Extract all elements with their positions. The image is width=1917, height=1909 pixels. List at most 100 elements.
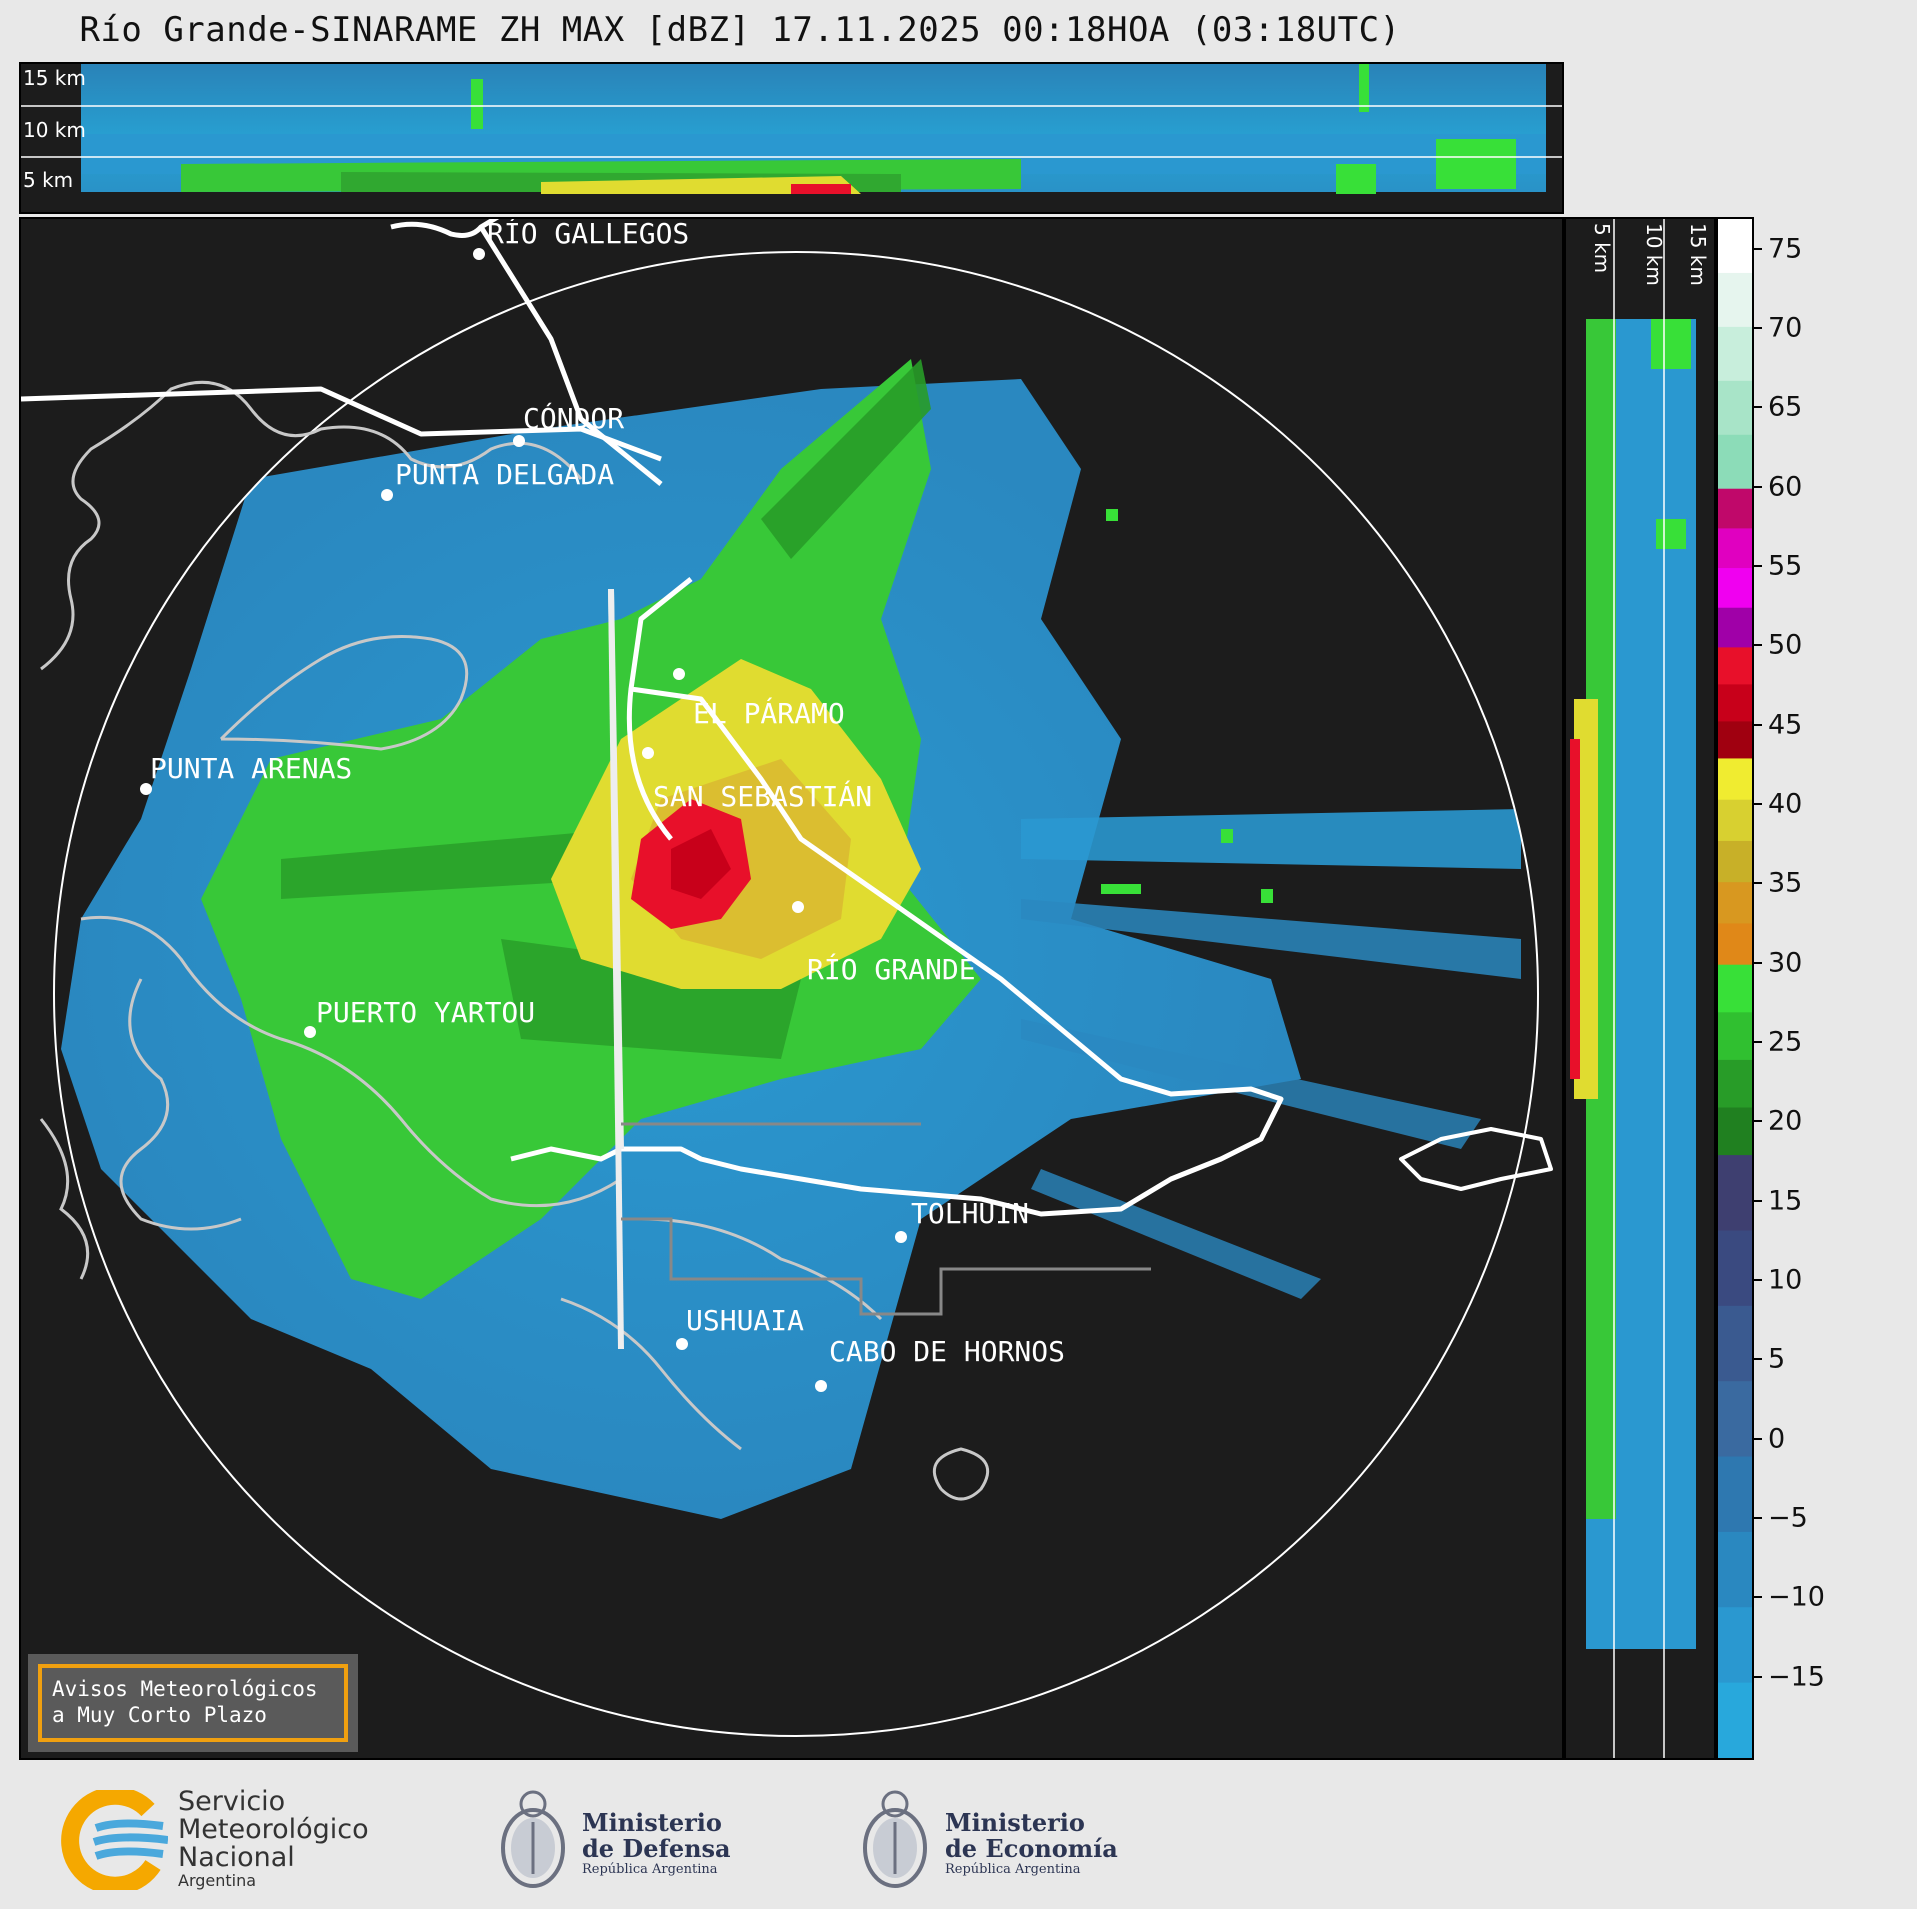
colorbar-tick-label: −15 [1768,1661,1825,1693]
side-cross-section-panel: 5 km 10 km 15 km [1564,217,1716,1760]
colorbar-tick-label: 55 [1768,550,1803,582]
colorbar-band [1718,1456,1752,1533]
economia-line-2: de Economía [945,1834,1118,1863]
label-cabo-de-hornos: CABO DE HORNOS [829,1335,1065,1368]
colorbar-band [1718,1607,1752,1684]
colorbar-band [1718,923,1752,966]
colorbar-band [1718,1682,1752,1758]
label-rio-grande: RÍO GRANDE [807,952,976,986]
coat-of-arms-icon [863,1790,927,1888]
colorbar-gradient [1718,219,1752,1758]
top-cross-section-panel: 15 km 10 km 5 km [19,62,1564,214]
colorbar-band [1718,380,1752,436]
economia-text: Ministerio de Economía República Argenti… [945,1810,1118,1878]
defensa-seal [494,1778,572,1898]
colorbar-band [1718,528,1752,569]
side-altitude-label-5km: 5 km [1590,223,1614,274]
smn-line-1: Servicio [178,1786,286,1817]
colorbar-tick [1754,882,1762,885]
colorbar-tick-label: 50 [1768,629,1803,661]
colorbar-tick-label: 65 [1768,391,1803,423]
economia-line-1: Ministerio [945,1808,1085,1837]
colorbar-tick-label: 75 [1768,233,1803,265]
colorbar-band [1718,758,1752,801]
colorbar-tick [1754,1358,1762,1361]
colorbar-tick-label: 25 [1768,1026,1803,1058]
smn-line-3: Nacional [178,1842,295,1873]
defensa-text: Ministerio de Defensa República Argentin… [582,1810,731,1878]
colorbar-band [1718,1230,1752,1307]
colorbar-band [1718,272,1752,328]
smn-text: Servicio Meteorológico Nacional Argentin… [178,1788,369,1890]
colorbar-band [1718,219,1752,274]
colorbar-tick [1754,327,1762,330]
side-altitude-label-10km: 10 km [1642,223,1666,286]
colorbar-tick [1754,1517,1762,1519]
colorbar-band [1718,607,1752,648]
colorbar-tick [1754,406,1762,409]
colorbar-band [1718,488,1752,529]
colorbar-band [1718,434,1752,490]
label-san-sebastian: SAN SEBASTIÁN [653,779,872,813]
colorbar-ticks: 75 70 65 60 55 50 45 40 35 30 25 20 15 10 5 0 −5 −10 −15 [1754,217,1894,1760]
colorbar-tick [1754,1675,1762,1678]
colorbar-band [1718,721,1752,759]
colorbar-tick [1754,1279,1762,1282]
colorbar-band [1718,1059,1752,1108]
warning-box[interactable]: Avisos Meteorológicos a Muy Corto Plazo [28,1654,358,1752]
colorbar-band [1718,326,1752,382]
top-cross-section-echoes [21,64,1562,212]
colorbar-band [1718,1012,1752,1061]
economia-seal [856,1778,934,1898]
colorbar-tick-label: 35 [1768,867,1803,899]
radar-map: RÍO GALLEGOS CÓNDOR PUNTA DELGADA PUNTA … [21,219,1553,1737]
altitude-label-5km: 5 km [23,168,74,192]
colorbar-tick [1754,1041,1762,1044]
warning-line-1: Avisos Meteorológicos [52,1677,318,1701]
colorbar-tick-label: 60 [1768,471,1803,503]
colorbar [1716,217,1754,1760]
label-puerto-yartou: PUERTO YARTOU [316,996,535,1029]
colorbar-band [1718,568,1752,609]
chart-title: Río Grande-SINARAME ZH MAX [dBZ] 17.11.2… [79,10,1401,50]
colorbar-tick-label: 0 [1768,1423,1786,1455]
colorbar-tick [1754,485,1762,488]
colorbar-tick-label: 10 [1768,1264,1803,1296]
province-boundary [621,1122,1151,1316]
colorbar-tick-label: 20 [1768,1105,1803,1137]
coat-of-arms-icon [501,1790,565,1888]
label-ushuaia: USHUAIA [686,1304,804,1337]
altitude-label-10km: 10 km [23,118,86,142]
colorbar-band [1718,1381,1752,1458]
coastlines [39,380,990,1501]
borders-and-roads [21,219,1553,1217]
place-labels: RÍO GALLEGOS CÓNDOR PUNTA DELGADA PUNTA … [150,219,1065,1368]
smn-logo-icon [61,1786,169,1895]
colorbar-band [1718,1155,1752,1231]
colorbar-tick-label: 45 [1768,709,1803,741]
colorbar-tick [1754,723,1762,726]
defensa-line-3: República Argentina [582,1862,718,1877]
label-punta-arenas: PUNTA ARENAS [150,752,352,785]
colorbar-tick [1754,565,1762,568]
label-tolhuin: TOLHUIN [911,1197,1029,1230]
colorbar-band [1718,840,1752,883]
economia-line-3: República Argentina [945,1862,1081,1877]
colorbar-band [1718,964,1752,1013]
colorbar-band [1718,684,1752,722]
smn-line-4: Argentina [178,1871,257,1890]
colorbar-tick [1754,803,1762,806]
colorbar-tick [1754,961,1762,964]
colorbar-tick [1754,1120,1762,1123]
colorbar-band [1718,1305,1752,1382]
colorbar-band [1718,1531,1752,1608]
colorbar-tick [1754,644,1762,647]
colorbar-tick-label: 40 [1768,788,1803,820]
smn-line-2: Meteorológico [178,1814,369,1845]
radar-echoes [61,359,1521,1519]
altitude-label-15km: 15 km [23,66,86,90]
colorbar-tick [1754,1437,1762,1440]
colorbar-tick-label: 70 [1768,312,1803,344]
colorbar-band [1718,799,1752,842]
place-markers [140,248,907,1392]
